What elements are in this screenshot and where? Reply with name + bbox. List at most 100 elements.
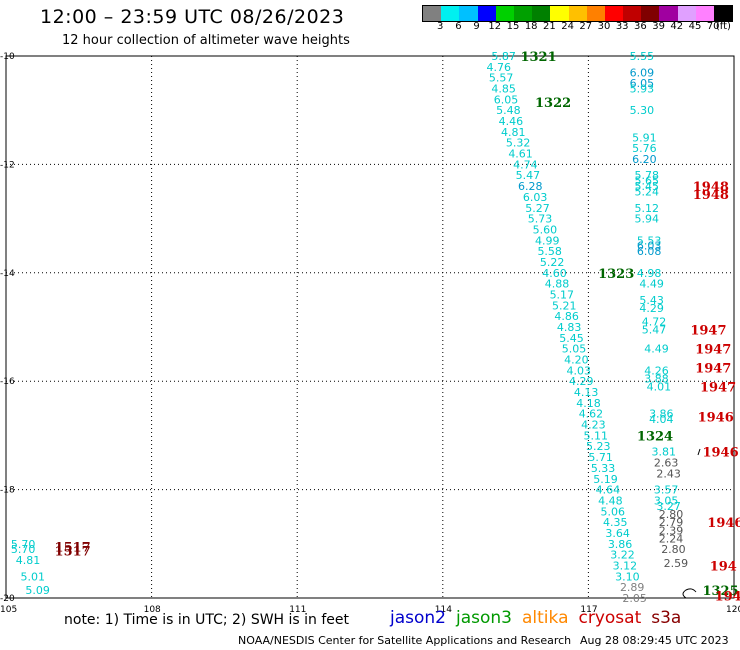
wave-height-value: 5.87 — [491, 50, 516, 63]
pass-time-label: 1517 — [55, 544, 91, 559]
wave-height-value: 5.94 — [635, 213, 660, 226]
map-frame — [5, 55, 735, 599]
legend-swatch — [714, 6, 733, 21]
wave-height-value: 6.20 — [632, 153, 657, 166]
footer-generated-time: Aug 28 08:29:45 UTC 2023 — [580, 634, 729, 647]
wave-height-value: 2.80 — [659, 508, 684, 521]
wave-height-value: 4.29 — [639, 302, 664, 315]
wave-height-value: 5.09 — [25, 584, 50, 597]
legend-label: 27 — [579, 21, 593, 32]
legend-swatch — [586, 6, 605, 21]
wave-height-value: 4.20 — [564, 354, 589, 367]
longitude-label: 120 — [726, 605, 740, 615]
wave-height-value: 4.18 — [576, 397, 601, 410]
legend-swatch — [441, 6, 460, 21]
wave-height-value: 4.03 — [567, 364, 592, 377]
wave-height-value: 4.85 — [491, 83, 516, 96]
wave-height-value: 3.88 — [644, 372, 669, 385]
legend-swatch — [495, 6, 514, 21]
legend-swatch — [513, 6, 533, 21]
axis-labels: 105 108 111 114 117 120 -10 -12 -14 -16 -18 -20 — [0, 52, 740, 615]
longitude-label: 111 — [289, 605, 306, 615]
pass-time-label: 1947 — [695, 343, 731, 358]
legend-label: 15 — [506, 21, 520, 32]
pass-time-label: 1947 — [690, 324, 726, 339]
wave-height-value: 5.21 — [552, 299, 577, 312]
satellite-s3a: s3a — [651, 608, 682, 628]
wave-height-value: 4.72 — [642, 316, 667, 329]
legend-swatch — [604, 6, 624, 21]
wave-height-value: 5.43 — [639, 294, 664, 307]
wave-height-value: 4.49 — [644, 343, 669, 356]
wave-height-value: 4.83 — [557, 321, 582, 334]
legend-label: 9 — [473, 21, 480, 32]
longitude-label: 105 — [0, 605, 17, 615]
wave-height-value: 2.63 — [654, 457, 679, 470]
wave-height-value: 5.93 — [630, 83, 655, 96]
wave-height-value: 6.05 — [630, 77, 655, 90]
wave-height-value: 4.60 — [542, 267, 567, 280]
legend-swatch — [677, 6, 696, 21]
pass-time-label: 194 — [715, 589, 740, 604]
wave-height-value: 4.81 — [501, 126, 526, 139]
wave-height-value: 5.45 — [635, 180, 660, 193]
pass-time-label: 1325 — [702, 584, 738, 599]
satellite-legend: jason2 jason3 altika cryosat s3a — [390, 608, 691, 628]
legend-swatch — [623, 6, 642, 21]
wave-height-value: 5.91 — [632, 131, 657, 144]
wave-height-value: 5.60 — [533, 223, 558, 236]
wave-height-value: 5.55 — [630, 50, 655, 63]
satellite-jason3: jason3 — [456, 608, 512, 628]
legend-swatch — [550, 6, 569, 21]
satellite-jason2: jason2 — [390, 608, 446, 628]
wave-height-value: 5.17 — [550, 288, 575, 301]
pass-time-label: 194 — [710, 559, 737, 574]
wave-height-value: 3.81 — [651, 446, 676, 459]
legend-label: 33 — [615, 21, 629, 32]
wave-height-value: 2.43 — [656, 467, 681, 480]
wave-height-value: 4.48 — [598, 494, 623, 507]
wave-height-value: 3.27 — [656, 500, 681, 513]
wave-height-value: 6.03 — [637, 240, 662, 253]
observations: 5.874.765.574.856.055.484.464.815.324.61… — [11, 50, 688, 605]
footer-note: note: 1) Time is in UTC; 2) SWH is in fe… — [64, 612, 350, 628]
wave-height-value: 5.65 — [635, 175, 660, 188]
wave-height-value: 4.86 — [554, 310, 579, 323]
longitude-label: 117 — [580, 605, 597, 615]
legend-swatch — [695, 6, 714, 21]
wave-height-value: 2.80 — [661, 543, 686, 556]
wave-height-value: 5.53 — [637, 234, 662, 247]
latitude-label: -12 — [0, 160, 15, 170]
legend-swatch — [568, 6, 587, 21]
coastline — [682, 448, 701, 599]
wave-height-value: 5.23 — [586, 440, 611, 453]
wave-height-value: 5.76 — [632, 142, 657, 155]
page-title: 12:00 – 23:59 UTC 08/26/2023 — [40, 6, 345, 28]
wave-height-value: 2.59 — [664, 557, 689, 570]
wave-height-value: 5.19 — [593, 473, 618, 486]
wave-height-value: 6.05 — [494, 93, 519, 106]
pass-time-label: 1948 — [693, 180, 729, 195]
wave-height-value: 2.24 — [659, 532, 684, 545]
wave-height-value: 5.12 — [635, 202, 660, 215]
wave-height-value: 5.11 — [584, 429, 609, 442]
legend-label: 12 — [488, 21, 502, 32]
wave-height-value: 5.70 — [11, 538, 36, 551]
latitude-label: -20 — [0, 594, 15, 604]
wave-height-value: 2.05 — [622, 592, 647, 605]
legend-label: 18 — [524, 21, 538, 32]
latitude-label: -10 — [0, 52, 15, 62]
wave-height-value: 4.62 — [579, 408, 604, 421]
latitude-label: -16 — [0, 377, 15, 387]
wave-height-value: 4.04 — [649, 413, 674, 426]
legend-label: (ft) — [715, 21, 731, 32]
wave-height-value: 4.64 — [596, 484, 621, 497]
pass-time-label: 1947 — [700, 381, 736, 396]
wave-height-value: 5.57 — [489, 72, 514, 85]
wave-height-value: 3.86 — [649, 408, 674, 421]
wave-height-value: 3.86 — [608, 538, 633, 551]
pass-time-label: 1946 — [707, 516, 740, 531]
wave-height-value: 2.39 — [659, 524, 684, 537]
